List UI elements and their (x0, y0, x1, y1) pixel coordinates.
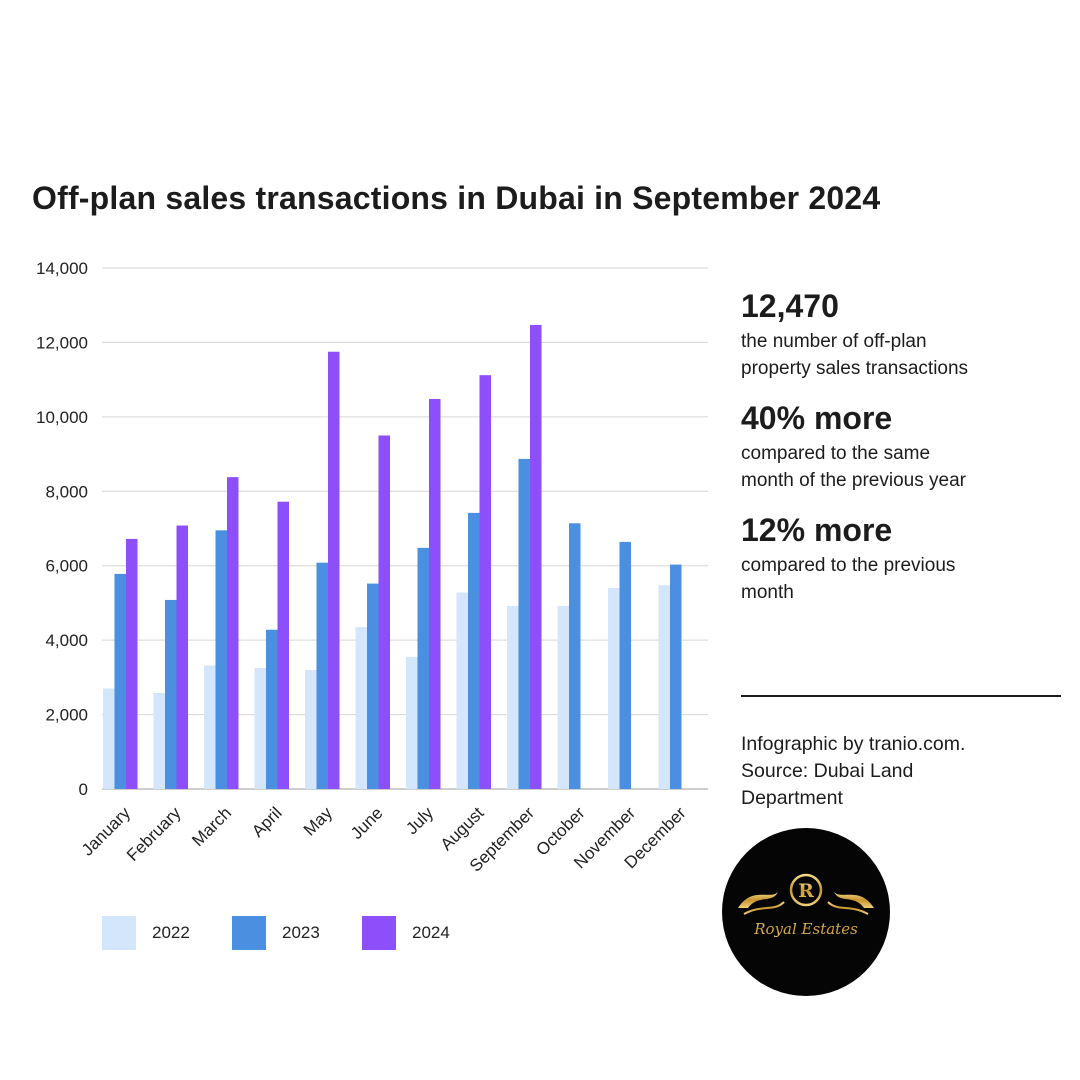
bar-chart: 0 2,000 4,000 6,000 8,000 10,000 12,000 14,000 J… (36, 259, 708, 876)
x-tick-label: July (402, 803, 437, 838)
x-tick-label: May (300, 803, 336, 839)
stat-desc-line: compared to the same (741, 443, 931, 464)
y-tick-label: 6,000 (45, 557, 88, 576)
bar-2024 (227, 477, 239, 789)
logo-initial: R (798, 880, 814, 902)
bar-2022 (456, 592, 468, 789)
chart-legend: 2022 2023 2024 (102, 916, 492, 950)
stat-month-over-month: 12% more compared to the previous month (741, 512, 1061, 606)
bar-2024 (176, 525, 188, 789)
stats-panel: 12,470 the number of off-plan property s… (741, 288, 1061, 624)
legend-swatch-2023 (232, 916, 266, 950)
x-tick-label: March (188, 803, 235, 850)
y-tick-label: 0 (79, 780, 88, 799)
bar-2024 (479, 375, 491, 789)
y-tick-label: 10,000 (36, 408, 88, 427)
stat-description: compared to the same month of the previo… (741, 440, 1061, 494)
bar-2024 (429, 398, 441, 789)
bar-2022 (355, 627, 367, 789)
stat-value: 40% more (741, 400, 893, 436)
bar-2022 (153, 692, 165, 789)
stat-transactions: 12,470 the number of off-plan property s… (741, 288, 1061, 382)
legend-item-2022: 2022 (102, 916, 232, 950)
legend-label-2023: 2023 (282, 923, 320, 942)
bar-2022 (204, 665, 216, 789)
logo-emblem-icon: R Royal Estates (738, 873, 874, 941)
bar-2023 (165, 599, 177, 789)
divider (741, 695, 1061, 697)
bar-2023 (417, 547, 429, 789)
bar-2024 (530, 324, 542, 789)
stat-description: the number of off-plan property sales tr… (741, 328, 1061, 382)
y-tick-label: 8,000 (45, 482, 88, 501)
logo-text: Royal Estates (753, 920, 858, 938)
legend-swatch-2024 (362, 916, 396, 950)
stat-desc-line: the number of off-plan (741, 331, 927, 352)
bar-2022 (103, 688, 115, 789)
bar-2022 (557, 605, 569, 789)
bar-2023 (215, 530, 227, 789)
bar-2023 (518, 458, 530, 789)
stat-value: 12,470 (741, 288, 839, 324)
royal-estates-logo: R Royal Estates (722, 828, 890, 996)
bar-2023 (468, 512, 480, 789)
x-tick-label: February (123, 803, 185, 865)
legend-item-2024: 2024 (362, 916, 492, 950)
credit-line: Infographic by tranio.com. (741, 733, 966, 755)
bar-2024 (277, 501, 289, 789)
x-tick-label: June (347, 803, 387, 843)
y-tick-label: 4,000 (45, 631, 88, 650)
bar-2024 (126, 538, 138, 789)
x-tick-label: April (248, 803, 285, 840)
bar-2022 (305, 669, 317, 789)
bar-2022 (254, 668, 266, 789)
legend-label-2022: 2022 (152, 923, 190, 942)
bar-2022 (507, 605, 519, 789)
y-tick-label: 14,000 (36, 259, 88, 278)
stat-description: compared to the previous month (741, 552, 1061, 606)
stat-value: 12% more (741, 512, 893, 548)
credit-line: Source: Dubai Land (741, 760, 914, 782)
stat-year-over-year: 40% more compared to the same month of t… (741, 400, 1061, 494)
stat-desc-line: property sales transactions (741, 358, 969, 379)
chart-title: Off-plan sales transactions in Dubai in … (32, 180, 881, 216)
bar-2024 (378, 435, 390, 789)
y-tick-label: 12,000 (36, 333, 88, 352)
legend-swatch-2022 (102, 916, 136, 950)
legend-label-2024: 2024 (412, 923, 450, 942)
y-tick-label: 2,000 (45, 706, 88, 725)
bar-2023 (114, 573, 126, 789)
bar-2023 (367, 583, 379, 789)
bar-2022 (608, 588, 620, 789)
bar-2023 (569, 523, 581, 789)
stat-desc-line: month (741, 582, 794, 603)
bar-2022 (406, 656, 418, 789)
source-credit: Infographic by tranio.com. Source: Dubai… (741, 731, 1071, 812)
stat-desc-line: compared to the previous (741, 555, 956, 576)
legend-item-2023: 2023 (232, 916, 362, 950)
bar-2023 (619, 541, 631, 789)
stat-desc-line: month of the previous year (741, 470, 966, 491)
bar-2024 (328, 351, 340, 789)
bar-2023 (670, 564, 682, 789)
bar-2022 (658, 585, 670, 789)
bar-2023 (266, 629, 278, 789)
bar-2023 (316, 562, 328, 789)
credit-line: Department (741, 787, 843, 809)
